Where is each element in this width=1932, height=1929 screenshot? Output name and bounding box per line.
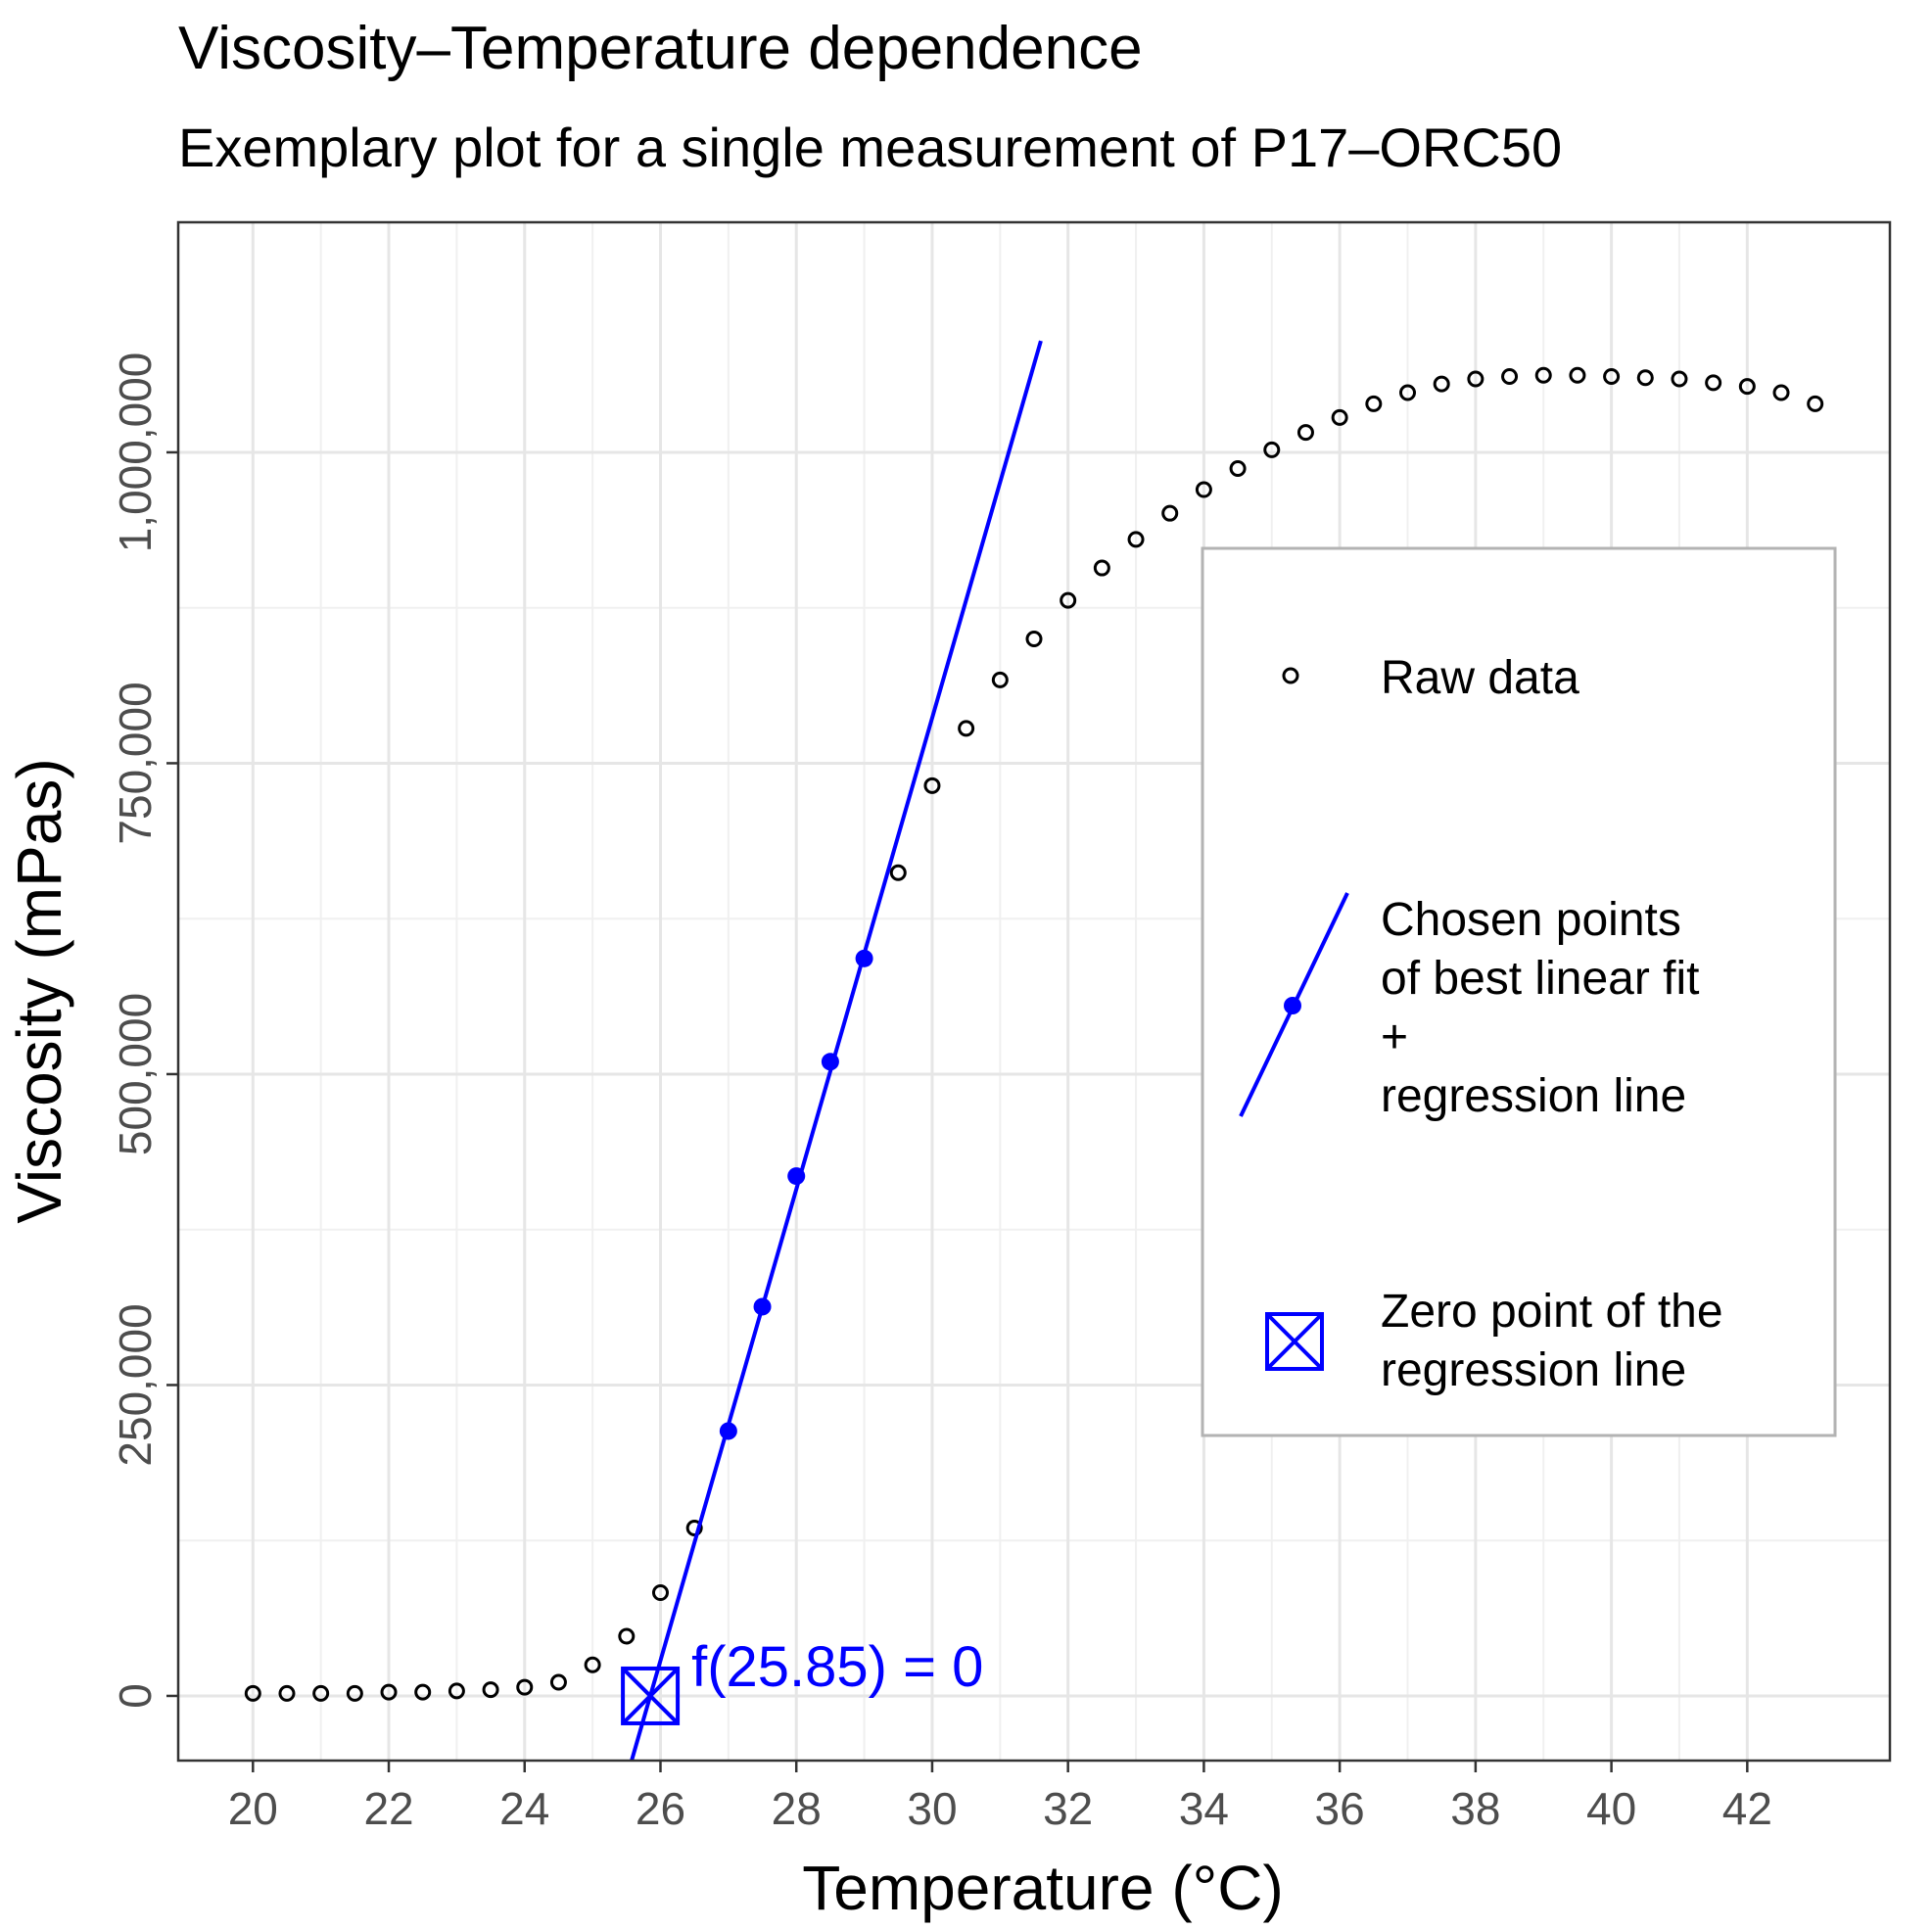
raw-data-point xyxy=(1060,591,1077,609)
x-tick-label: 28 xyxy=(772,1783,822,1834)
raw-data-point xyxy=(651,1584,669,1602)
raw-data-point xyxy=(448,1682,465,1700)
raw-data-point xyxy=(584,1656,601,1673)
raw-data-point xyxy=(516,1678,534,1696)
y-tick-label: 1,000,000 xyxy=(110,353,161,553)
raw-data-point xyxy=(1399,384,1417,401)
x-tick-label: 34 xyxy=(1179,1783,1229,1834)
raw-data-point xyxy=(1433,375,1450,393)
legend-raw-key xyxy=(1282,667,1299,684)
raw-data-point xyxy=(1093,559,1110,577)
fit-point xyxy=(753,1297,772,1316)
x-axis-ticks: 20 22 24 26 28 30 32 34 36 38 40 42 xyxy=(228,1761,1772,1834)
fit-points xyxy=(719,949,873,1440)
fit-point xyxy=(719,1422,737,1440)
raw-data-points xyxy=(244,366,1824,1702)
raw-data-point xyxy=(1365,395,1383,412)
raw-data-point xyxy=(1161,504,1179,522)
raw-data-point xyxy=(618,1627,636,1645)
y-tick-label: 500,000 xyxy=(110,993,161,1155)
x-tick-label: 42 xyxy=(1722,1783,1772,1834)
x-tick-label: 24 xyxy=(499,1783,549,1834)
plot-border xyxy=(176,220,1892,1763)
raw-data-point xyxy=(958,720,975,737)
raw-data-point xyxy=(923,776,941,794)
raw-data-point xyxy=(889,864,907,881)
legend: Raw data Chosen points of best linear fi… xyxy=(1201,546,1837,1437)
raw-data-point xyxy=(1772,384,1790,401)
x-tick-label: 32 xyxy=(1043,1783,1093,1834)
fit-point xyxy=(855,949,873,967)
raw-data-point xyxy=(991,671,1009,688)
legend-raw-label: Raw data xyxy=(1381,652,1579,704)
raw-data-point xyxy=(312,1684,330,1702)
raw-data-point xyxy=(1195,481,1212,498)
legend-zero-key xyxy=(1265,1312,1324,1371)
raw-data-point xyxy=(549,1673,567,1691)
raw-data-point xyxy=(346,1684,363,1702)
legend-fit-key-point xyxy=(1284,997,1301,1014)
chart-title: Viscosity–Temperature dependence xyxy=(178,15,1143,82)
zero-marker-box xyxy=(621,1666,681,1725)
raw-data-point xyxy=(1671,370,1688,388)
chart-subtitle: Exemplary plot for a single measurement … xyxy=(178,117,1562,178)
raw-data-point xyxy=(1501,367,1519,385)
x-axis-title: Temperature (°C) xyxy=(802,1853,1284,1923)
raw-data-point xyxy=(685,1520,703,1537)
raw-data-point xyxy=(1025,630,1043,647)
raw-data-point xyxy=(1569,366,1586,384)
x-tick-label: 20 xyxy=(228,1783,278,1834)
raw-data-point xyxy=(278,1684,296,1702)
legend-box xyxy=(1201,546,1837,1437)
raw-data-point xyxy=(414,1683,432,1701)
fit-point xyxy=(787,1167,806,1186)
zero-point-label: f(25.85) = 0 xyxy=(691,1635,983,1699)
raw-data-point xyxy=(482,1681,499,1699)
raw-data-point xyxy=(1263,441,1281,458)
grid-major xyxy=(178,222,1890,1761)
legend-zero-label: Zero point of the regression line xyxy=(1381,1286,1736,1396)
legend-fit-label: Chosen points of best linear fit + regre… xyxy=(1381,894,1713,1122)
raw-data-point xyxy=(1705,374,1722,392)
y-axis-ticks: 0 250,000 500,000 750,000 1,000,000 xyxy=(110,353,178,1709)
x-tick-label: 40 xyxy=(1586,1783,1636,1834)
y-tick-label: 250,000 xyxy=(110,1303,161,1466)
x-tick-label: 22 xyxy=(363,1783,413,1834)
raw-data-point xyxy=(1229,459,1247,477)
y-tick-label: 750,000 xyxy=(110,682,161,844)
x-tick-label: 26 xyxy=(636,1783,685,1834)
y-axis-title: Viscosity (mPas) xyxy=(4,758,74,1223)
raw-data-point xyxy=(1603,367,1621,385)
raw-data-point xyxy=(1467,370,1484,388)
raw-data-point xyxy=(1636,369,1654,387)
raw-data-point xyxy=(1534,366,1552,384)
raw-data-point xyxy=(380,1683,398,1701)
zero-marker-cross xyxy=(621,1667,680,1725)
x-tick-label: 36 xyxy=(1315,1783,1365,1834)
zero-point-marker xyxy=(621,1666,681,1725)
raw-data-point xyxy=(1127,531,1145,548)
x-tick-label: 38 xyxy=(1450,1783,1500,1834)
raw-data-point xyxy=(1331,408,1348,426)
raw-data-point xyxy=(1738,378,1756,396)
y-tick-label: 0 xyxy=(110,1683,161,1709)
raw-data-point xyxy=(1807,395,1824,412)
x-tick-label: 30 xyxy=(907,1783,957,1834)
raw-data-point xyxy=(1296,424,1314,442)
raw-data-point xyxy=(244,1684,261,1702)
fit-point xyxy=(821,1053,839,1071)
